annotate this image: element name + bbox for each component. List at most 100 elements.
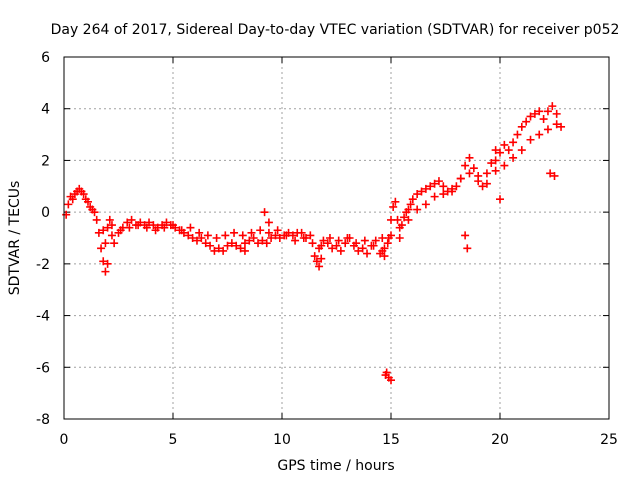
data-point [308,239,317,248]
data-point [245,236,254,245]
data-point [546,169,555,178]
data-point [184,231,193,240]
data-point [99,226,108,235]
data-point [99,257,108,266]
data-point [452,182,461,191]
data-point [406,200,415,209]
data-point [496,195,504,204]
data-point [448,184,457,193]
data-point [413,190,422,199]
data-point [417,187,426,196]
data-point [522,117,531,126]
tick-labels: 0 5 10 15 20 25 -8 -6 -4 -2 0 2 4 6 [36,50,618,448]
chart-title: Day 264 of 2017, Sidereal Day-to-day VTE… [51,22,620,38]
data-point [169,221,177,230]
data-point [90,208,99,217]
y-tick-label: -8 [36,412,50,428]
data-point [332,241,341,250]
data-point [92,215,101,224]
data-point [539,115,548,124]
data-point [258,236,267,245]
data-point [543,107,552,116]
data-point [413,205,422,214]
data-point [201,239,210,248]
data-point [101,267,110,276]
data-point [404,215,413,224]
data-point [535,130,544,139]
data-point [299,234,308,242]
data-point [116,226,125,235]
data-point [127,215,136,224]
data-point [325,234,334,242]
data-point [151,226,160,235]
data-point [491,146,500,155]
data-point [474,177,483,186]
data-point [404,205,413,214]
data-point [557,122,566,131]
data-point [526,135,535,144]
data-point [513,130,522,139]
data-point [79,190,88,199]
plot-frame [63,56,610,420]
data-point [317,241,326,250]
data-point [282,231,291,240]
data-point [240,246,249,255]
data-point [439,182,448,191]
data-point [395,223,404,232]
data-point [247,228,256,237]
data-point [463,244,472,253]
data-point [221,231,230,240]
data-point [358,244,367,253]
data-point [291,236,300,245]
data-point [256,226,265,235]
data-point [142,223,151,232]
data-point [134,221,143,230]
data-point [487,159,496,168]
data-point [461,161,470,170]
data-point [491,166,500,175]
data-point [319,236,328,245]
x-tick-label: 5 [169,432,178,448]
data-points [62,102,566,385]
data-point [230,228,239,237]
data-point [382,368,391,377]
data-point [206,241,215,250]
data-point [306,231,315,240]
data-point [389,202,398,211]
data-point [149,221,158,230]
data-point [214,244,223,253]
data-point [509,153,518,162]
data-point [408,195,417,204]
data-point [105,215,114,224]
data-point [260,208,269,217]
data-point [354,246,363,255]
data-point [107,231,116,240]
data-point [103,223,112,232]
data-point [192,236,201,245]
data-point [219,246,228,255]
y-axis-label: SDTVAR / TECUs [7,181,23,296]
data-point [543,125,552,134]
data-point [504,146,513,155]
data-point [103,259,112,268]
x-tick-label: 15 [382,432,400,448]
data-point [380,252,389,261]
data-point [162,218,171,227]
data-point [273,226,282,235]
data-point [535,107,544,116]
data-point [352,239,361,248]
data-point [430,179,439,188]
data-point [210,246,219,255]
data-point [315,262,324,271]
data-point [83,197,92,206]
data-point [509,138,518,147]
data-point [334,236,343,245]
data-point [125,223,134,232]
data-point [195,228,204,237]
data-point [68,195,77,204]
data-point [267,234,276,242]
data-point [186,223,195,232]
data-point [275,234,284,242]
x-axis-label: GPS time / hours [277,458,394,474]
data-point [297,228,306,237]
